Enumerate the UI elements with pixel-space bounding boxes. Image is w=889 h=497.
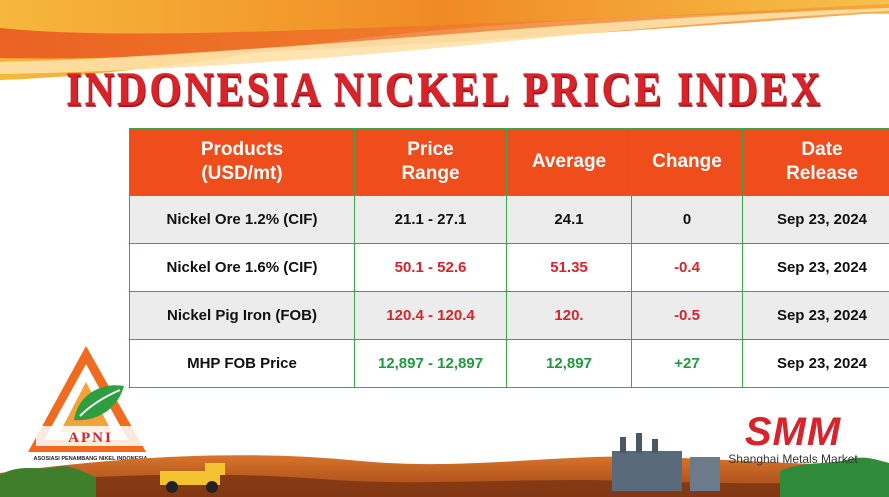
smm-logo: SMM Shanghai Metals Market — [718, 412, 868, 468]
cell-average: 120. — [506, 291, 632, 340]
cell-date-release: Sep 23, 2024 — [742, 243, 889, 292]
cell-product: Nickel Ore 1.2% (CIF) — [129, 195, 355, 244]
top-decorative-banner — [0, 0, 889, 80]
table-header-row: Products (USD/mt) Price Range Average Ch… — [129, 128, 889, 196]
cell-date-release: Sep 23, 2024 — [742, 195, 889, 244]
header-change: Change — [631, 128, 743, 196]
header-products: Products (USD/mt) — [129, 128, 355, 196]
cell-change: 0 — [631, 195, 743, 244]
cell-change: -0.5 — [631, 291, 743, 340]
cell-date-release: Sep 23, 2024 — [742, 291, 889, 340]
table-row: Nickel Ore 1.2% (CIF) 21.1 - 27.1 24.1 0 Sep… — [129, 195, 889, 244]
header-price-range: Price Range — [354, 128, 507, 196]
smm-tagline: Shanghai Metals Market — [728, 452, 858, 466]
header-average: Average — [506, 128, 632, 196]
cell-product: Nickel Ore 1.6% (CIF) — [129, 243, 355, 292]
cell-product: Nickel Pig Iron (FOB) — [129, 291, 355, 340]
page-title: INDONESIA NICKEL PRICE INDEX — [66, 63, 823, 116]
price-index-table: Products (USD/mt) Price Range Average Ch… — [129, 128, 889, 388]
cell-product: MHP FOB Price — [129, 339, 355, 388]
cell-price-range: 50.1 - 52.6 — [354, 243, 507, 292]
dump-truck-icon — [160, 463, 225, 493]
factory-icon — [612, 433, 720, 491]
cell-average: 51.35 — [506, 243, 632, 292]
cell-date-release: Sep 23, 2024 — [742, 339, 889, 388]
table-row: Nickel Pig Iron (FOB) 120.4 - 120.4 120. -0… — [129, 291, 889, 340]
cell-change: +27 — [631, 339, 743, 388]
cell-average: 12,897 — [506, 339, 632, 388]
table-row: MHP FOB Price 12,897 - 12,897 12,897 +27 Sep… — [129, 339, 889, 388]
apni-name: APNI — [68, 430, 113, 446]
smm-logo-mark: SMM — [744, 410, 842, 454]
apni-tagline: ASOSIASI PENAMBANG NIKEL INDONESIA — [33, 456, 148, 462]
cell-average: 24.1 — [506, 195, 632, 244]
cell-change: -0.4 — [631, 243, 743, 292]
table-row: Nickel Ore 1.6% (CIF) 50.1 - 52.6 51.35 -0.… — [129, 243, 889, 292]
mining-scenery-footer — [0, 433, 889, 497]
header-date-release: Date Release — [742, 128, 889, 196]
cell-price-range: 12,897 - 12,897 — [354, 339, 507, 388]
cell-price-range: 21.1 - 27.1 — [354, 195, 507, 244]
apni-emblem-icon — [28, 346, 146, 452]
apni-logo: APNI ASOSIASI PENAMBANG NIKEL INDONESIA — [28, 342, 153, 472]
cell-price-range: 120.4 - 120.4 — [354, 291, 507, 340]
